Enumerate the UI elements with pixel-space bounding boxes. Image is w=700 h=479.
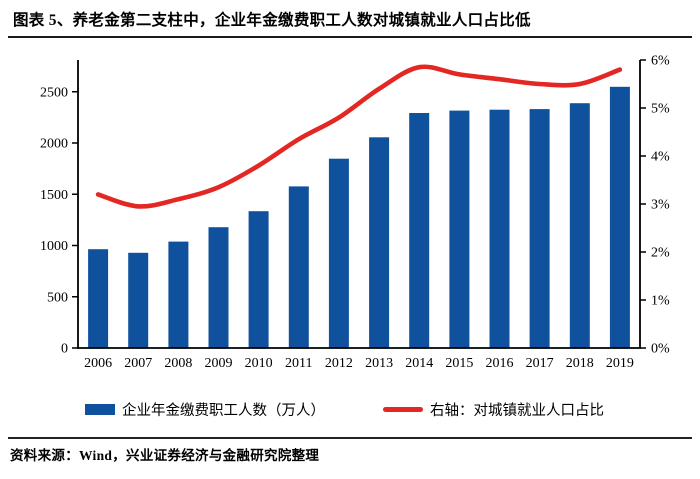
right-axis-label: 0% [651, 342, 670, 357]
x-axis-label-2015: 2015 [445, 356, 473, 371]
x-axis-label-2009: 2009 [205, 356, 233, 371]
bar-2011 [288, 186, 309, 348]
ratio-line [95, 64, 623, 209]
line-series-label: 右轴：对城镇就业人口占比 [430, 403, 604, 419]
x-axis-label-2011: 2011 [285, 356, 312, 371]
bar-2006 [88, 249, 109, 348]
x-axis-label-2006: 2006 [84, 356, 112, 371]
title-divider [8, 36, 692, 38]
legend-item-line-series: 右轴：对城镇就业人口占比 [383, 399, 604, 420]
bar-2012 [328, 158, 349, 348]
legend-item-bar-series: 企业年金缴费职工人数（万人） [85, 399, 325, 420]
footer-divider [8, 437, 692, 439]
left-axis-label: 2000 [40, 137, 68, 152]
x-axis-label-2008: 2008 [164, 356, 192, 371]
bar-series-swatch [85, 404, 115, 415]
right-axis-label: 1% [651, 294, 670, 309]
figure-title: 图表 5、养老金第二支柱中，企业年金缴费职工人数对城镇就业人口占比低 [13, 12, 531, 29]
x-axis-label-2014: 2014 [405, 356, 433, 371]
chart-area: 0 500 1000 1500 2000 2500 0% 1% 2% 3% 4% 5% 6% 2006 20… [0, 45, 700, 380]
bar-2010 [248, 211, 269, 348]
line-series-swatch [383, 407, 423, 412]
bar-series-label: 企业年金缴费职工人数（万人） [122, 403, 325, 419]
bars-group [88, 86, 630, 349]
right-axis-label: 4% [651, 150, 670, 165]
x-axis-label-2012: 2012 [325, 356, 353, 371]
bar-2019 [609, 86, 630, 349]
x-axis-label-2018: 2018 [566, 356, 594, 371]
x-axis-label-2010: 2010 [245, 356, 273, 371]
x-axis-label-2016: 2016 [486, 356, 514, 371]
x-axis-labels: 2006 2007 2008 2009 2010 2011 2012 2013 2014 2015… [84, 356, 634, 371]
x-axis-label-2007: 2007 [124, 356, 152, 371]
left-axis-label: 1000 [40, 239, 68, 254]
right-axis-ticks: 0% 1% 2% 3% 4% 5% 6% [640, 54, 670, 357]
right-axis-label: 3% [651, 198, 670, 213]
left-axis-label: 500 [47, 290, 68, 305]
chart-legend: 企业年金缴费职工人数（万人） 右轴：对城镇就业人口占比 [85, 399, 604, 420]
bar-2013 [369, 137, 390, 348]
source-note: 资料来源：Wind，兴业证券经济与金融研究院整理 [10, 448, 320, 463]
right-axis-label: 6% [651, 54, 670, 69]
right-axis-label: 2% [651, 246, 670, 261]
x-axis-label-2019: 2019 [606, 356, 634, 371]
bar-2016 [489, 109, 510, 348]
left-axis-label: 1500 [40, 188, 68, 203]
bar-2018 [569, 103, 590, 348]
bar-2015 [449, 110, 470, 348]
bar-2017 [529, 109, 550, 348]
x-axis-label-2017: 2017 [526, 356, 554, 371]
bar-2009 [208, 227, 229, 348]
bar-2007 [128, 252, 149, 348]
right-axis-label: 5% [651, 102, 670, 117]
bar-2008 [168, 241, 189, 348]
x-axis-label-2013: 2013 [365, 356, 393, 371]
left-axis-label: 0 [61, 342, 68, 357]
left-axis-ticks: 0 500 1000 1500 2000 2500 [40, 85, 78, 357]
left-axis-label: 2500 [40, 85, 68, 100]
bar-2014 [409, 113, 430, 348]
